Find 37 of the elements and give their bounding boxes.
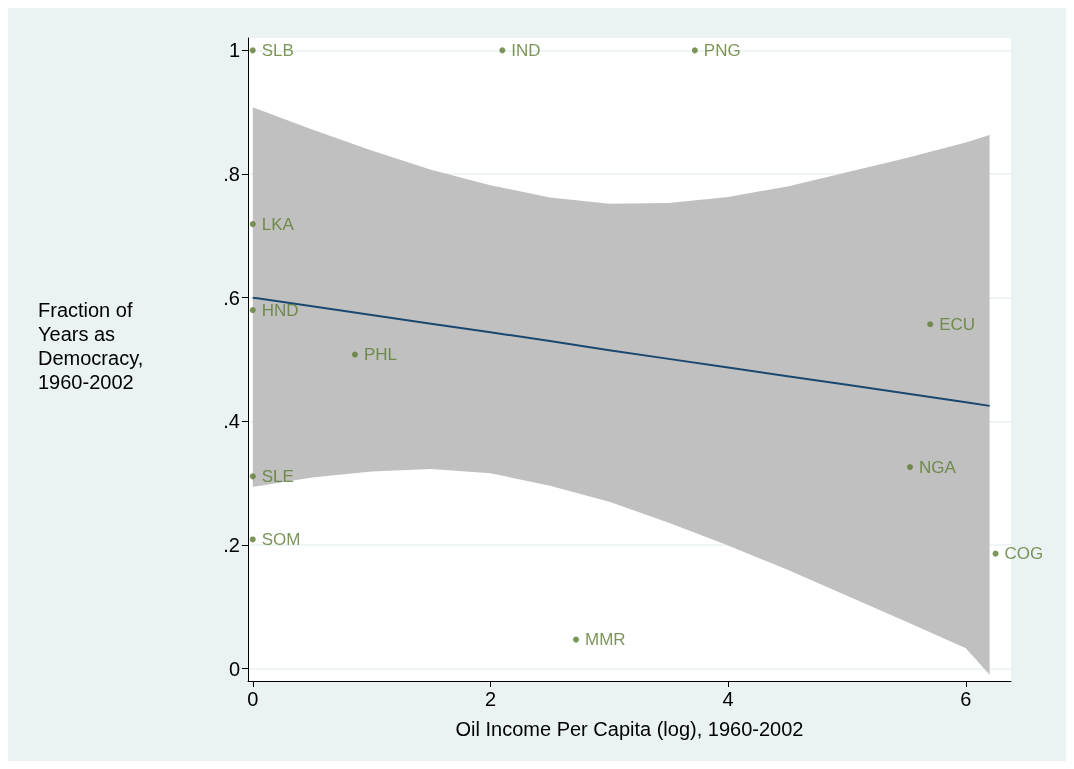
data-label: MMR <box>585 630 626 650</box>
point <box>249 221 256 228</box>
data-label: IND <box>511 40 541 60</box>
data-label: COG <box>1004 544 1044 564</box>
point <box>927 321 934 328</box>
x-tick-label: 0 <box>247 688 259 710</box>
data-label: LKA <box>261 214 295 234</box>
point <box>906 464 913 471</box>
data-label: SLE <box>261 466 294 486</box>
data-label: SOM <box>261 529 301 549</box>
point <box>691 47 698 54</box>
y-axis-title: Fraction of Years as Democracy, 1960-2002 <box>38 299 149 393</box>
point <box>249 47 256 54</box>
line-series <box>251 296 991 407</box>
point <box>249 536 256 543</box>
x-axis-title: Oil Income Per Capita (log), 1960-2002 <box>455 718 804 740</box>
point <box>351 351 358 358</box>
y-tick-label: .6 <box>223 286 240 309</box>
y-tick-label: .4 <box>223 410 240 433</box>
x-tick-label: 2 <box>484 688 497 710</box>
y-tick-label: .2 <box>223 533 240 556</box>
data-label: PNG <box>703 40 741 60</box>
data-label: HND <box>261 300 299 320</box>
data-label: NGA <box>918 457 957 477</box>
x-tick-label: 4 <box>722 688 734 710</box>
y-tick-label: 0 <box>228 657 240 680</box>
y-tick-label: .8 <box>223 163 240 186</box>
point <box>573 636 580 643</box>
point <box>499 47 506 54</box>
x-tick-label: 6 <box>960 688 972 710</box>
point <box>249 473 256 480</box>
y-tick-label: 1 <box>228 39 240 62</box>
point <box>249 307 256 314</box>
data-label: PHL <box>363 345 398 365</box>
point <box>992 550 999 557</box>
data-label: SLB <box>261 40 294 60</box>
data-label: ECU <box>939 314 976 334</box>
